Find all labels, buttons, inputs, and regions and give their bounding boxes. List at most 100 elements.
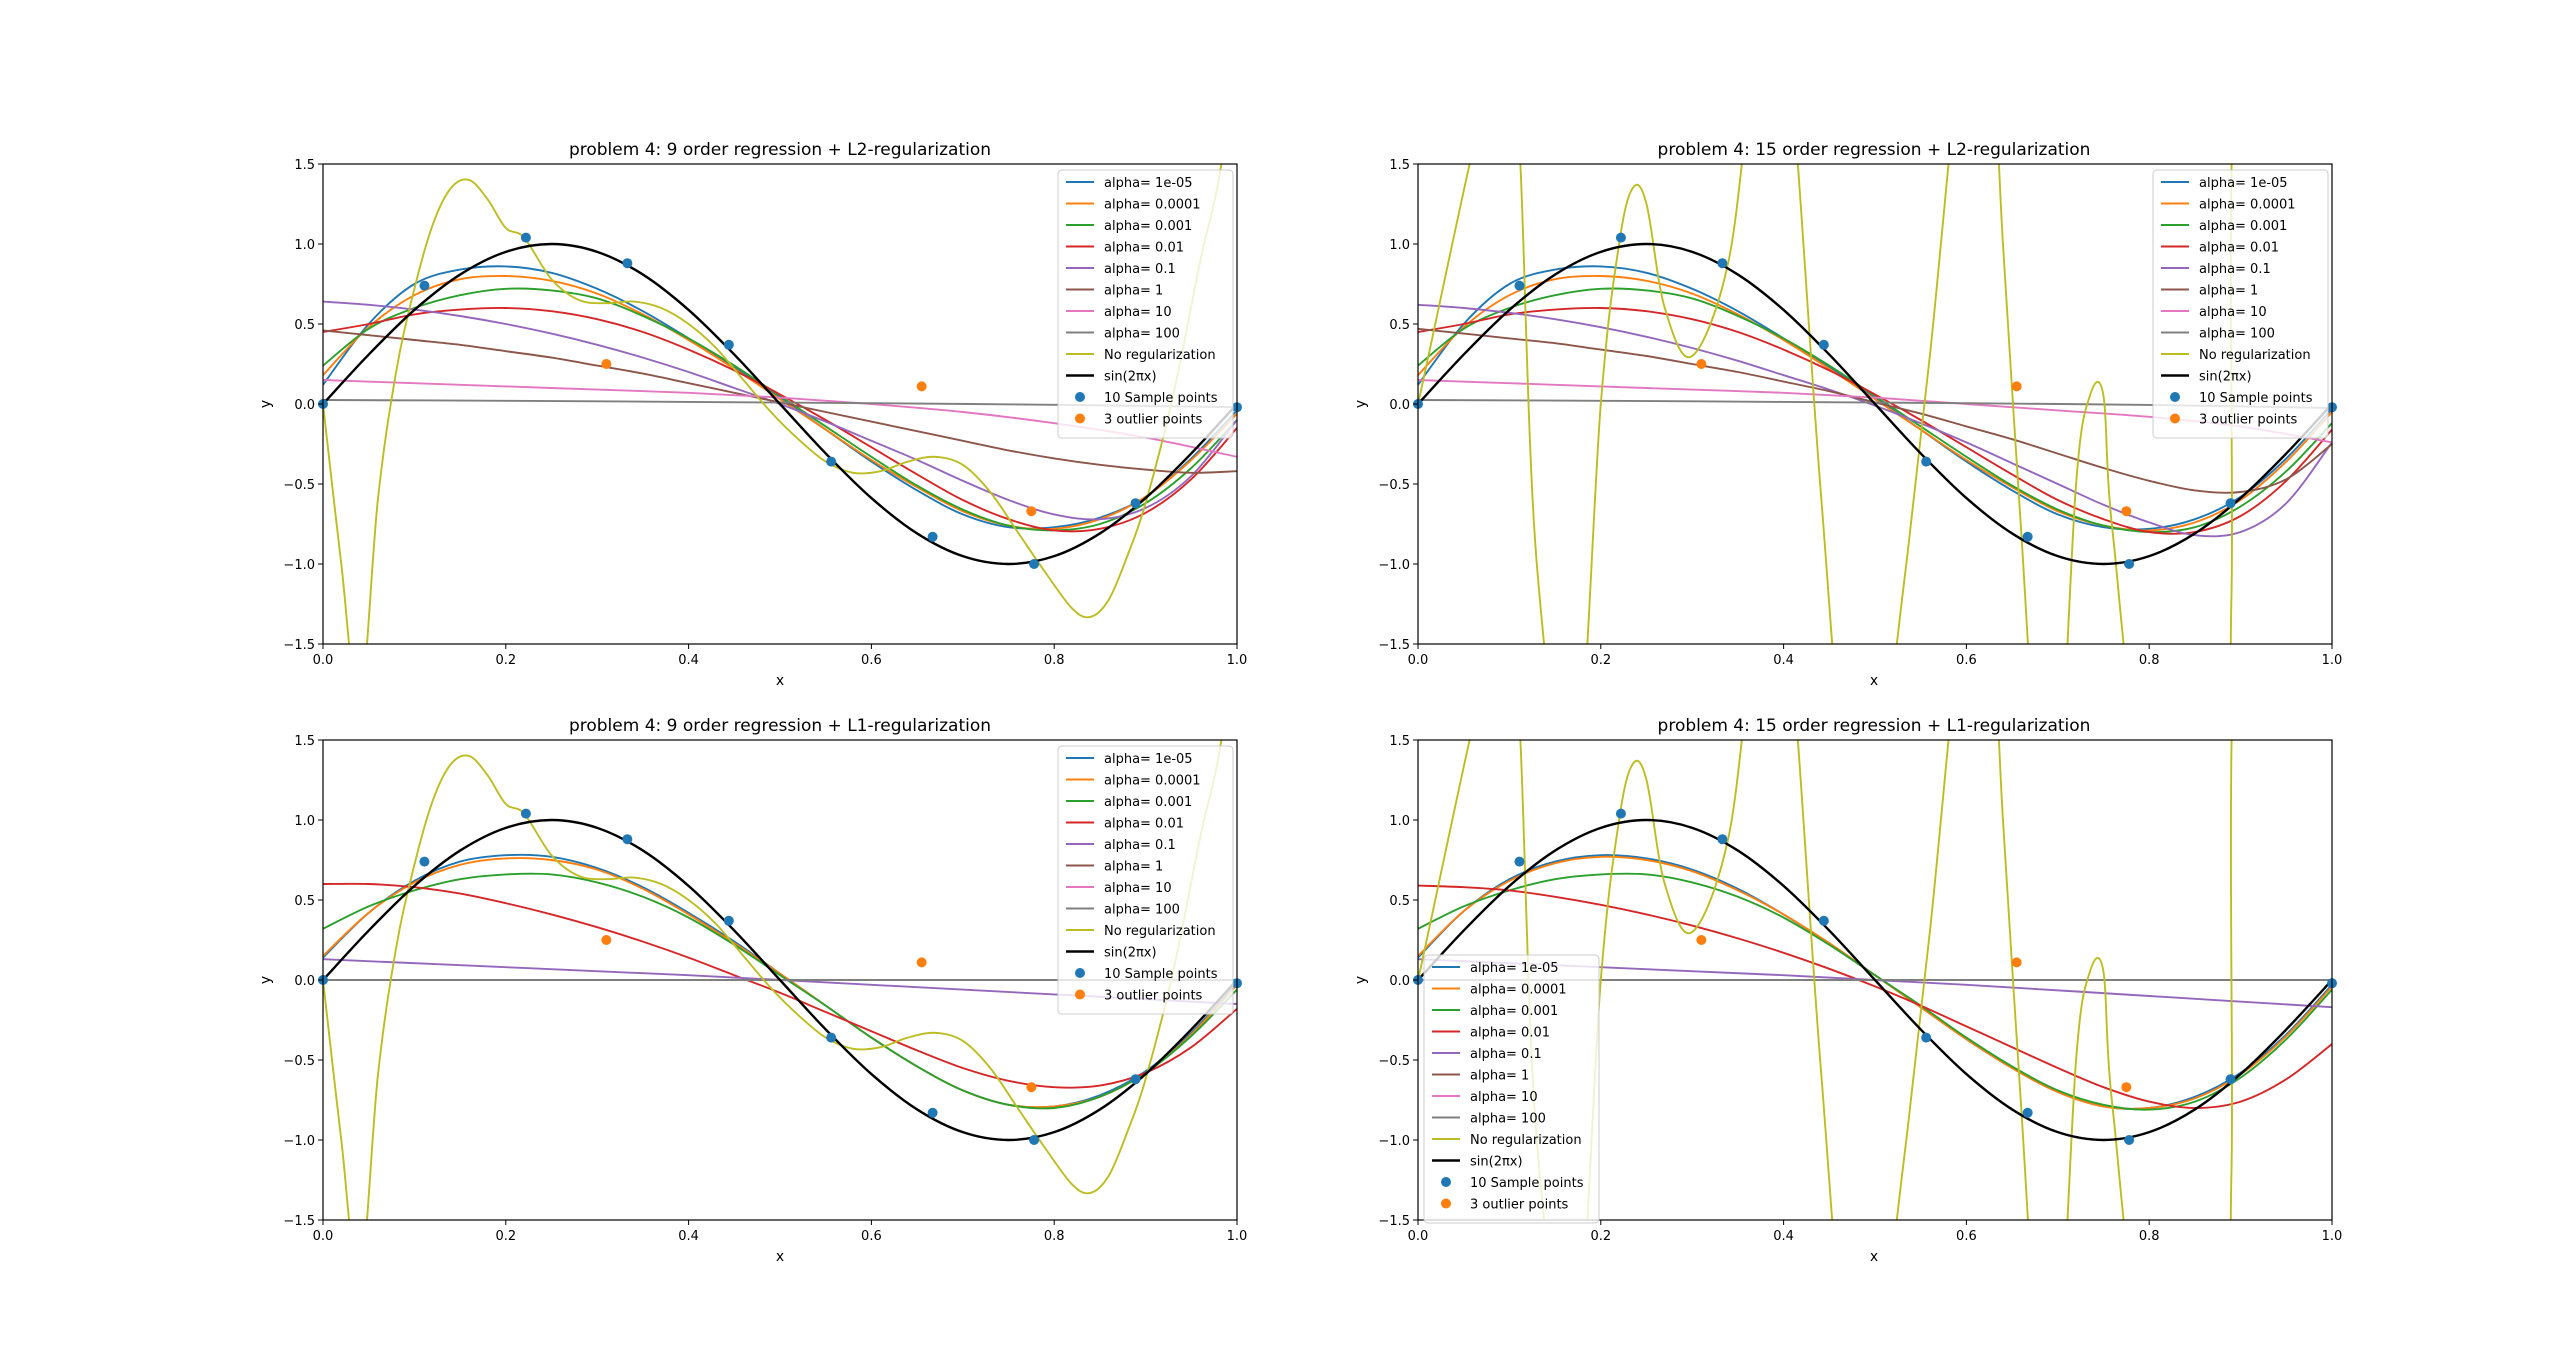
y-tick-label: −0.5 xyxy=(1378,478,1410,493)
legend: alpha= 1e-05 alpha= 0.0001 alpha= 0.001 alp… xyxy=(1057,745,1234,1015)
sample-point xyxy=(927,531,938,542)
x-tick-label: 1.0 xyxy=(1227,653,1248,668)
legend-label: alpha= 10 xyxy=(1104,881,1172,896)
scatter-points xyxy=(318,808,1242,1145)
legend-label: 3 outlier points xyxy=(1104,989,1203,1004)
x-tick-label: 0.0 xyxy=(313,1229,334,1244)
legend-label: alpha= 0.1 xyxy=(1470,1047,1542,1062)
y-tick-label: 0.5 xyxy=(1389,318,1410,333)
y-tick-label: 1.5 xyxy=(294,734,315,749)
sample-point xyxy=(1717,834,1728,845)
y-axis-label: y xyxy=(258,976,274,984)
legend-label: alpha= 0.1 xyxy=(2199,262,2271,277)
y-tick-label: 1.0 xyxy=(1389,814,1410,829)
series-line-no-regularization xyxy=(323,164,1223,644)
legend-label: alpha= 1 xyxy=(1104,860,1163,875)
sample-point xyxy=(622,834,633,845)
legend-label: alpha= 0.001 xyxy=(1104,219,1192,234)
outlier-point xyxy=(2011,957,2022,968)
subplot-15-order-l1: problem 4: 15 order regression + L1-regu… xyxy=(1353,716,2343,1265)
y-axis-label: y xyxy=(1353,976,1369,984)
legend-label: alpha= 0.0001 xyxy=(1104,198,1201,213)
y-tick-label: −1.0 xyxy=(283,558,315,573)
sample-point xyxy=(723,915,734,926)
series-lines xyxy=(323,164,1237,644)
sample-point xyxy=(1615,232,1626,243)
legend-label: No regularization xyxy=(2199,348,2311,363)
legend-label: 3 outlier points xyxy=(1104,413,1203,428)
sample-point xyxy=(927,1107,938,1118)
outlier-point xyxy=(916,381,927,392)
series-lines xyxy=(323,740,1237,1220)
y-tick-label: −0.5 xyxy=(1378,1054,1410,1069)
sample-point xyxy=(1029,1135,1040,1145)
subplot-title: problem 4: 15 order regression + L1-regu… xyxy=(1658,716,2091,736)
x-tick-label: 0.0 xyxy=(1408,1229,1429,1244)
legend-label: alpha= 0.01 xyxy=(2199,241,2279,256)
outlier-point xyxy=(1696,935,1707,945)
legend-label: alpha= 0.1 xyxy=(1104,262,1176,277)
y-tick-label: 1.5 xyxy=(294,158,315,173)
legend-label: No regularization xyxy=(1104,348,1216,363)
legend-label: 10 Sample points xyxy=(1104,967,1218,982)
legend-marker xyxy=(1441,1198,1451,1209)
scatter-points xyxy=(1413,808,2337,1145)
x-tick-label: 0.6 xyxy=(1956,653,1977,668)
outlier-point xyxy=(1026,1082,1037,1093)
x-tick-label: 0.2 xyxy=(495,653,516,668)
plot-area: 0.0 0.2 0.4 0.6 0.8 1.0 −1.5 −1.0 −0.5 0.0 0.5 1.0 1… xyxy=(283,158,1248,668)
legend-label: 3 outlier points xyxy=(2199,413,2298,428)
plot-area: 0.0 0.2 0.4 0.6 0.8 1.0 −1.5 −1.0 −0.5 0.0 0.5 1.0 1… xyxy=(1378,158,2343,668)
series-line-alpha-0-001 xyxy=(1418,287,2332,533)
x-tick-label: 0.8 xyxy=(1044,653,1065,668)
series-line-alpha-0-0001 xyxy=(323,274,1237,531)
series-line-alpha-0-001 xyxy=(1418,872,2332,1111)
series-line-sin-2-x xyxy=(1418,818,2332,1142)
y-tick-label: 1.0 xyxy=(1389,238,1410,253)
y-tick-label: 1.0 xyxy=(294,814,315,829)
y-axis-label: y xyxy=(258,400,274,408)
subplot-9-order-l1: problem 4: 9 order regression + L1-regul… xyxy=(258,716,1247,1265)
legend-label: 10 Sample points xyxy=(2199,391,2313,406)
legend-marker xyxy=(1075,413,1085,424)
x-tick-label: 1.0 xyxy=(2322,1229,2343,1244)
sample-point xyxy=(520,808,531,819)
y-tick-label: −1.5 xyxy=(283,638,315,653)
legend-label: alpha= 100 xyxy=(1104,903,1180,918)
series-line-no-regularization xyxy=(1418,164,2233,644)
y-tick-label: 1.5 xyxy=(1389,158,1410,173)
legend-box xyxy=(1423,954,1600,1224)
y-tick-label: 0.0 xyxy=(294,974,315,989)
sample-point xyxy=(2124,1135,2135,1145)
legend-label: alpha= 1 xyxy=(1104,284,1163,299)
x-tick-label: 1.0 xyxy=(2322,653,2343,668)
subplot-title: problem 4: 15 order regression + L2-regu… xyxy=(1658,140,2091,160)
x-tick-label: 0.6 xyxy=(861,1229,882,1244)
sample-point xyxy=(1818,915,1829,926)
y-tick-label: −1.5 xyxy=(1378,638,1410,653)
series-line-sin-2-x xyxy=(323,818,1237,1142)
legend-label: alpha= 0.001 xyxy=(2199,219,2287,234)
legend-label: alpha= 10 xyxy=(1470,1090,1538,1105)
legend-label: alpha= 0.01 xyxy=(1104,817,1184,832)
legend-label: alpha= 0.001 xyxy=(1470,1004,1558,1019)
y-tick-label: −1.0 xyxy=(1378,558,1410,573)
legend-label: sin(2πx) xyxy=(1104,370,1157,385)
y-tick-label: 0.5 xyxy=(1389,894,1410,909)
legend-label: alpha= 1e-05 xyxy=(2199,176,2288,191)
legend: alpha= 1e-05 alpha= 0.0001 alpha= 0.001 alp… xyxy=(2152,169,2329,439)
legend-marker xyxy=(1441,1177,1451,1187)
legend-label: alpha= 1 xyxy=(2199,284,2258,299)
sample-point xyxy=(1615,808,1626,819)
outlier-point xyxy=(601,935,612,945)
series-line-no-regularization xyxy=(1418,740,2233,1220)
legend-label: sin(2πx) xyxy=(2199,370,2252,385)
outlier-point xyxy=(1696,359,1707,369)
sample-point xyxy=(419,280,430,291)
x-tick-label: 0.8 xyxy=(2139,653,2160,668)
y-tick-label: 1.0 xyxy=(294,238,315,253)
legend-marker xyxy=(1075,989,1085,1000)
legend-label: sin(2πx) xyxy=(1470,1155,1523,1170)
